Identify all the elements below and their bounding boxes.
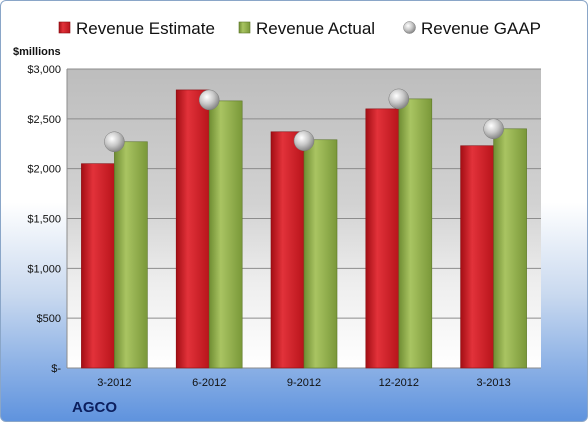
marker-revenue-gaap — [483, 118, 504, 140]
marker-revenue-gaap — [388, 88, 410, 110]
bar-revenue-actual — [303, 139, 338, 369]
marker-revenue-gaap — [198, 89, 220, 111]
y-axis: $- $500 $1,000 $1,500 $2,000 $2,500 $3,000 — [27, 64, 61, 375]
x-tick-label: 6-2012 — [192, 377, 226, 389]
x-tick-label: 3-2013 — [476, 377, 510, 389]
bar-revenue-actual — [114, 141, 148, 369]
x-tick-label: 9-2012 — [287, 377, 321, 389]
company-name: AGCO — [72, 399, 117, 416]
gaap-markers — [104, 88, 504, 153]
y-tick-label: $- — [51, 363, 61, 375]
legend-swatch — [238, 21, 251, 34]
bar-revenue-estimate — [460, 145, 494, 369]
legend: Revenue Estimate Revenue Actual Revenue GA… — [58, 19, 541, 38]
y-tick-label: $1,500 — [27, 214, 61, 226]
y-tick-label: $2,000 — [27, 164, 61, 176]
legend-swatch — [58, 21, 71, 34]
x-tick-label: 3-2012 — [97, 377, 131, 389]
marker-revenue-gaap — [293, 130, 315, 152]
y-tick-label: $2,500 — [27, 114, 61, 126]
bar-revenue-estimate — [270, 131, 305, 369]
bar-revenue-actual — [398, 98, 433, 369]
legend-label: Revenue GAAP — [421, 19, 541, 38]
y-units-label: $millions — [13, 46, 61, 58]
bar-revenue-estimate — [175, 89, 210, 369]
x-axis: 3-2012 6-2012 9-2012 12-2012 3-2013 — [97, 377, 510, 389]
bar-revenue-estimate — [365, 108, 400, 369]
y-tick-label: $3,000 — [27, 64, 61, 76]
legend-item: Revenue GAAP — [403, 19, 541, 38]
legend-item: Revenue Actual — [238, 19, 375, 38]
bar-revenue-actual — [208, 100, 243, 369]
x-tick-label: 12-2012 — [379, 377, 419, 389]
bars — [81, 89, 527, 369]
legend-label: Revenue Actual — [256, 19, 375, 38]
bar-revenue-estimate — [81, 163, 115, 369]
legend-swatch — [403, 21, 416, 34]
bar-revenue-actual — [493, 128, 527, 369]
legend-label: Revenue Estimate — [76, 19, 215, 38]
y-tick-label: $1,000 — [27, 263, 61, 275]
y-tick-label: $500 — [37, 313, 61, 325]
marker-revenue-gaap — [104, 131, 125, 153]
legend-item: Revenue Estimate — [58, 19, 215, 38]
